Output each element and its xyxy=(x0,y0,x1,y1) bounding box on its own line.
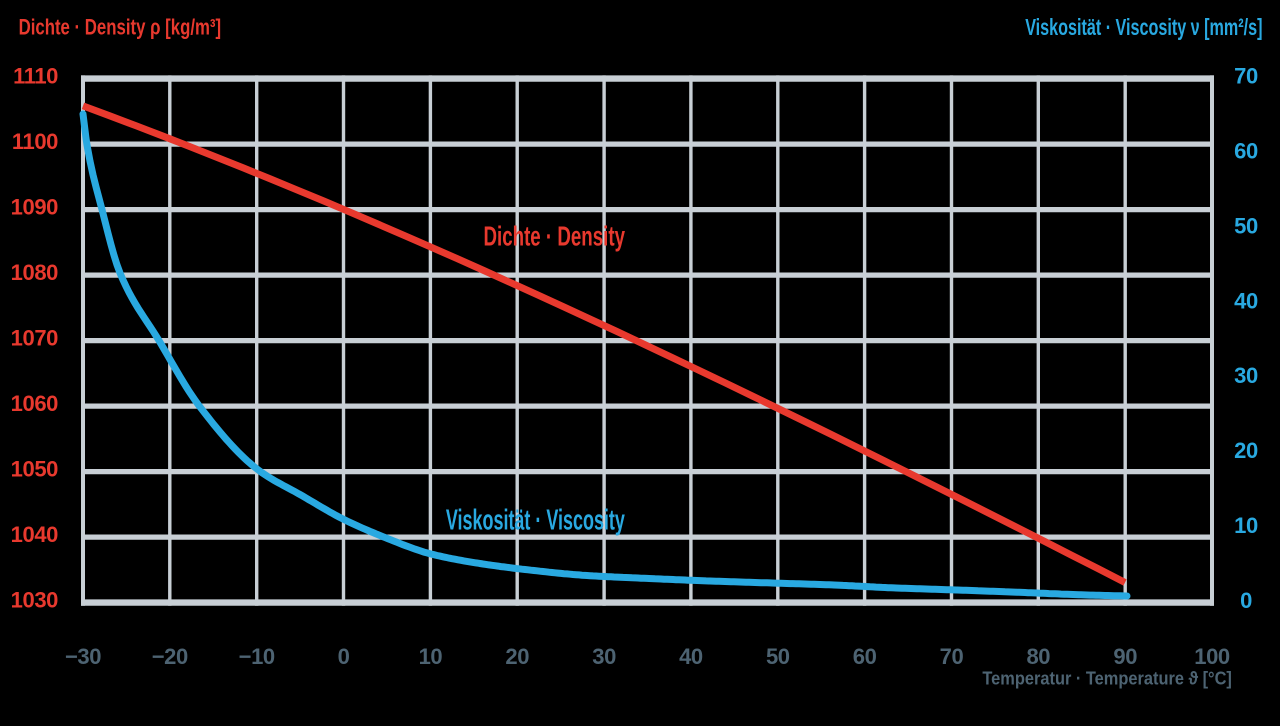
svg-text:30: 30 xyxy=(1234,363,1258,388)
svg-text:40: 40 xyxy=(679,644,703,669)
svg-text:70: 70 xyxy=(1234,63,1258,88)
svg-text:100: 100 xyxy=(1194,644,1230,669)
svg-text:50: 50 xyxy=(1234,213,1258,238)
svg-text:1060: 1060 xyxy=(11,391,59,416)
svg-text:Dichte · Density: Dichte · Density xyxy=(484,221,626,252)
svg-text:40: 40 xyxy=(1234,288,1258,313)
svg-text:50: 50 xyxy=(766,644,790,669)
svg-text:1090: 1090 xyxy=(11,194,59,219)
svg-text:10: 10 xyxy=(1234,513,1258,538)
svg-text:30: 30 xyxy=(592,644,616,669)
svg-text:1040: 1040 xyxy=(11,522,59,547)
svg-text:10: 10 xyxy=(419,644,443,669)
svg-text:Viskosität · Viscosity ν [mm²/: Viskosität · Viscosity ν [mm²/s] xyxy=(1025,14,1262,40)
svg-text:1030: 1030 xyxy=(11,587,59,612)
svg-text:20: 20 xyxy=(505,644,529,669)
svg-text:0: 0 xyxy=(338,644,350,669)
svg-text:Viskosität · Viscosity: Viskosität · Viscosity xyxy=(446,505,625,537)
svg-text:1080: 1080 xyxy=(11,260,59,285)
svg-text:Dichte · Density ρ [kg/m³]: Dichte · Density ρ [kg/m³] xyxy=(19,14,222,39)
svg-text:1100: 1100 xyxy=(12,129,58,154)
svg-text:90: 90 xyxy=(1113,644,1137,669)
svg-text:1070: 1070 xyxy=(11,325,59,350)
svg-text:1050: 1050 xyxy=(11,456,59,481)
svg-text:60: 60 xyxy=(1234,138,1258,163)
svg-text:80: 80 xyxy=(1026,644,1050,669)
svg-text:60: 60 xyxy=(853,644,877,669)
svg-text:1110: 1110 xyxy=(13,63,58,88)
svg-text:70: 70 xyxy=(940,644,964,669)
svg-text:Temperatur · Temperature ϑ [°C: Temperatur · Temperature ϑ [°C] xyxy=(982,667,1232,688)
svg-text:20: 20 xyxy=(1234,438,1258,463)
svg-text:0: 0 xyxy=(1240,588,1252,613)
svg-text:−30: −30 xyxy=(65,644,101,669)
svg-text:−20: −20 xyxy=(152,644,188,669)
svg-text:−10: −10 xyxy=(239,644,275,669)
